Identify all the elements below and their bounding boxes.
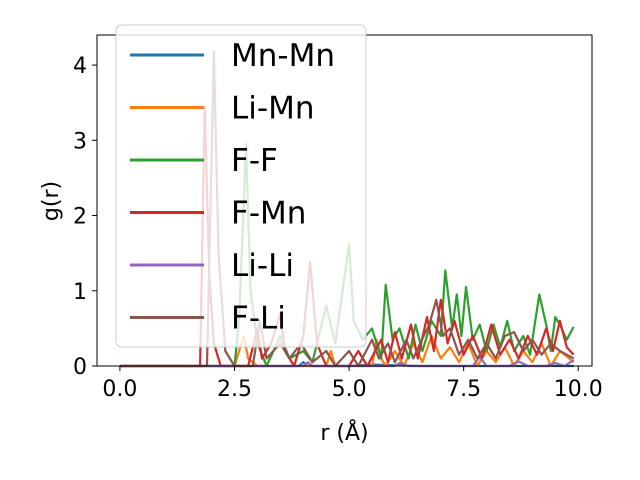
x-tick-label: 5.0: [332, 377, 367, 402]
series-line-li-li: [119, 355, 575, 368]
legend-label-mn-mn: Mn-Mn: [231, 38, 335, 74]
y-tick-label: 1: [73, 280, 87, 305]
y-tick-label: 3: [73, 129, 87, 154]
x-axis-label: r (Å): [320, 419, 368, 446]
y-tick-label: 0: [73, 355, 87, 380]
y-tick-label: 2: [73, 205, 87, 230]
y-tick-label: 4: [73, 54, 87, 79]
y-axis: 0 1 2 3 4: [73, 54, 97, 380]
x-axis: 0.0 2.5 5.0 7.5 10.0: [102, 366, 603, 402]
x-tick-label: 10.0: [554, 377, 603, 402]
legend-label-li-mn: Li-Mn: [231, 91, 314, 127]
legend-label-li-li: Li-Li: [231, 248, 294, 284]
legend-label-f-mn: F-Mn: [231, 196, 306, 232]
y-axis-label: g(r): [39, 181, 64, 221]
x-tick-label: 0.0: [102, 377, 137, 402]
x-tick-label: 2.5: [217, 377, 252, 402]
x-tick-label: 7.5: [446, 377, 481, 402]
legend: Mn-Mn Li-Mn F-F F-Mn Li-Li F-Li: [115, 24, 367, 348]
legend-label-f-f: F-F: [231, 143, 278, 179]
legend-label-f-li: F-Li: [231, 301, 286, 337]
